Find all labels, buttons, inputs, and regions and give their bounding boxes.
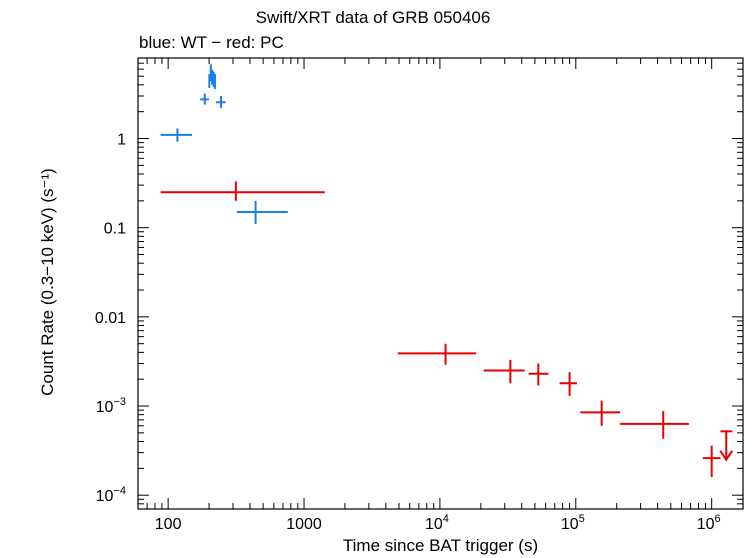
y-tick-label: 10−4: [96, 485, 126, 505]
plot-frame: [137, 57, 744, 510]
x-axis-label: Time since BAT trigger (s): [342, 536, 539, 555]
x-tick-label: 100: [155, 516, 182, 533]
y-tick-label: 0.1: [104, 221, 126, 238]
x-tick-label: 106: [697, 513, 721, 533]
x-tick-label: 105: [561, 513, 585, 533]
x-tick-label: 1000: [286, 516, 322, 533]
y-tick-label: 0.01: [95, 310, 126, 327]
y-tick-label: 10−3: [96, 396, 126, 416]
chart-title: Swift/XRT data of GRB 050406: [255, 8, 491, 27]
chart-subtitle: blue: WT − red: PC: [139, 33, 284, 52]
upper-limit-arrow-head: [719, 450, 734, 462]
x-tick-label: 104: [425, 513, 449, 533]
y-tick-label: 1: [117, 132, 126, 149]
